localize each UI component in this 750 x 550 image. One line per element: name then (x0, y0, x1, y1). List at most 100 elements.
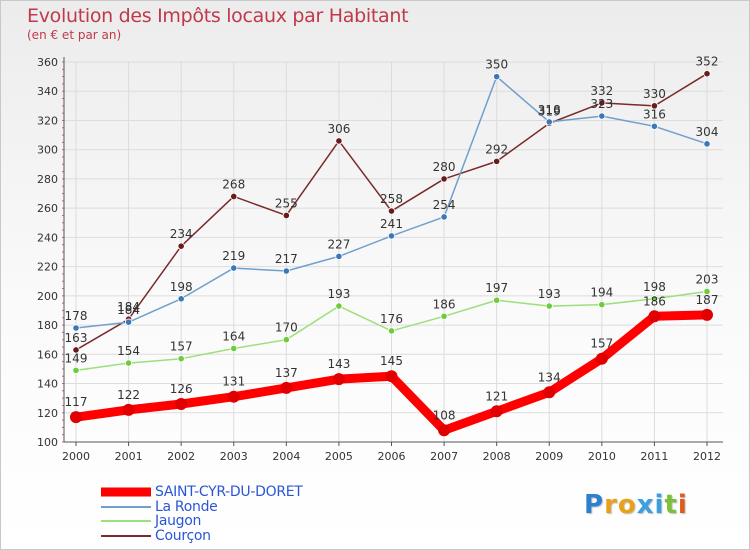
data-label-3: 234 (170, 227, 193, 241)
data-point-0 (280, 381, 293, 394)
data-label-2: 154 (117, 344, 140, 358)
x-tick-label: 2001 (115, 450, 143, 463)
x-tick-label: 2010 (588, 450, 616, 463)
data-point-1 (650, 122, 659, 130)
data-point-1 (335, 252, 343, 260)
legend-item-courcon[interactable]: Courçon (101, 529, 303, 544)
data-point-3 (598, 99, 606, 107)
data-point-0 (385, 370, 398, 383)
legend-item-saint-cyr[interactable]: SAINT-CYR-DU-DORET (101, 485, 303, 500)
data-label-2: 176 (380, 312, 403, 326)
data-point-3 (493, 157, 501, 165)
legend: SAINT-CYR-DU-DORET La Ronde Jaugon Courç… (101, 485, 303, 543)
data-point-1 (598, 112, 606, 120)
y-tick-label: 260 (37, 202, 58, 215)
data-label-3: 332 (590, 84, 613, 98)
data-label-2: 149 (65, 351, 88, 365)
data-point-0 (543, 386, 556, 399)
x-tick-label: 2003 (220, 450, 248, 463)
data-label-2: 193 (327, 287, 350, 301)
data-point-3 (230, 192, 238, 201)
data-label-2: 198 (643, 280, 666, 294)
data-point-1 (545, 118, 553, 126)
x-tick-label: 2012 (693, 450, 721, 463)
data-point-0 (648, 310, 661, 323)
data-label-2: 203 (696, 272, 719, 286)
data-point-1 (230, 264, 238, 272)
data-label-3: 292 (485, 142, 508, 156)
data-point-1 (440, 213, 448, 221)
data-point-1 (282, 267, 290, 275)
data-label-0: 145 (380, 354, 403, 368)
grid-lines (64, 61, 723, 443)
data-label-3: 163 (65, 331, 88, 345)
data-label-1: 184 (117, 303, 140, 317)
x-tick-label: 2009 (535, 450, 563, 463)
data-label-1: 219 (222, 249, 245, 263)
data-label-0: 121 (485, 389, 508, 403)
axes: 100 120 140 160 180 200 220 240 260 280 300 320 340 3… (37, 56, 723, 463)
legend-swatch-jaugon (101, 520, 151, 523)
x-tick-label: 2008 (483, 450, 511, 463)
data-label-0: 186 (643, 294, 666, 308)
data-label-3: 268 (222, 177, 245, 191)
data-label-2: 194 (590, 286, 613, 300)
data-label-1: 316 (643, 107, 666, 121)
legend-swatch-courcon (101, 534, 151, 537)
data-point-2 (230, 344, 238, 353)
chart-subtitle: (en € et par an) (27, 28, 122, 42)
data-label-2: 170 (275, 321, 298, 335)
data-point-0 (70, 411, 82, 424)
legend-swatch-la-ronde (101, 505, 151, 508)
legend-swatch-saint-cyr (101, 487, 151, 497)
data-point-2 (124, 359, 133, 367)
data-point-1 (72, 324, 80, 332)
data-point-3 (282, 211, 290, 220)
data-label-0: 117 (65, 395, 88, 409)
data-point-0 (701, 308, 713, 321)
data-point-2 (72, 366, 80, 374)
data-label-3: 306 (327, 122, 350, 136)
y-tick-label: 180 (37, 319, 58, 332)
data-labels: 163 184 234 268 255 306 258 280 292 319 332 330 352 1… (65, 55, 719, 423)
data-point-2 (493, 296, 501, 304)
data-label-0: 108 (433, 408, 456, 422)
data-point-2 (335, 302, 343, 310)
data-point-2 (545, 302, 553, 310)
legend-label-saint-cyr: SAINT-CYR-DU-DORET (155, 484, 303, 501)
legend-item-jaugon[interactable]: Jaugon (101, 514, 303, 529)
data-point-2 (703, 287, 711, 296)
data-label-3: 330 (643, 87, 666, 101)
data-label-0: 143 (327, 357, 350, 371)
y-tick-label: 300 (37, 144, 58, 157)
data-label-0: 137 (275, 366, 298, 380)
data-label-1: 350 (485, 58, 508, 72)
y-tick-label: 360 (37, 56, 58, 69)
proxiti-logo: Proxiti (584, 490, 688, 520)
data-label-3: 280 (433, 160, 456, 174)
series-layer (70, 70, 713, 437)
data-label-0: 134 (538, 370, 561, 384)
data-label-1: 318 (538, 103, 561, 117)
data-point-3 (703, 70, 711, 78)
data-label-1: 198 (170, 280, 193, 294)
legend-label-la-ronde: La Ronde (155, 498, 218, 515)
logo-letter: P (584, 490, 605, 520)
y-tick-label: 240 (37, 231, 58, 244)
data-label-0: 187 (696, 293, 719, 307)
data-point-2 (387, 327, 396, 335)
data-label-3: 319 (538, 104, 561, 118)
data-label-0: 131 (222, 375, 245, 389)
x-tick-label: 2002 (167, 450, 195, 463)
data-point-0 (490, 405, 503, 418)
data-label-1: 217 (275, 252, 298, 266)
data-label-2: 186 (433, 297, 456, 311)
legend-item-la-ronde[interactable]: La Ronde (101, 500, 303, 515)
data-label-1: 227 (327, 237, 350, 251)
y-tick-label: 220 (37, 261, 58, 274)
x-tick-label: 2000 (62, 450, 90, 463)
data-label-3: 352 (696, 55, 719, 69)
logo-letter: t (664, 490, 678, 520)
data-point-0 (175, 398, 188, 410)
data-point-1 (177, 295, 185, 303)
